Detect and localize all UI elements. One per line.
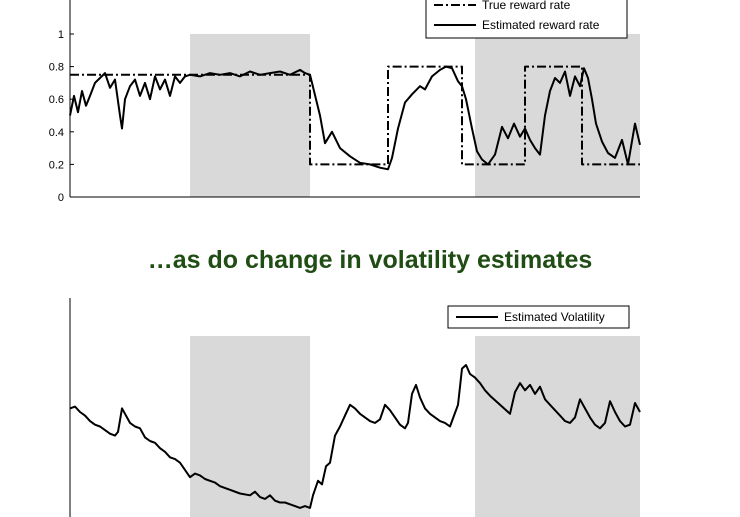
caption-text: …as do change in volatility estimates [147,246,593,274]
legend-label: Estimated Volatility [504,310,605,324]
legend: Estimated Volatility [447,305,630,329]
y-tick-label: 0.4 [49,127,64,139]
estimated-volatility-line [69,364,641,509]
shaded-region-1 [190,34,310,197]
estimated-reward-rate-line [69,65,641,171]
shaded-region-2 [475,34,640,197]
legend-label: True reward rate [482,0,571,12]
shaded-region-2 [475,336,640,517]
y-tick-label: 0.8 [49,62,64,74]
true-reward-rate-line [70,65,640,166]
y-tick-label: 1 [58,29,64,41]
legend-label: Estimated reward rate [482,18,600,32]
y-tick-label: 0.6 [49,94,64,106]
volatility-chart: Estimated Volatility [69,298,641,517]
legend: True reward rate Estimated reward rate [425,0,628,39]
legend-box [425,0,628,39]
y-tick-label: 0 [58,192,64,204]
reward-rate-chart: 0 0.2 0.4 0.6 0.8 1 True reward rate Estimated … [49,0,641,204]
shaded-region-1 [190,336,310,517]
y-tick-label: 0.2 [49,159,64,171]
legend-box [447,305,630,329]
